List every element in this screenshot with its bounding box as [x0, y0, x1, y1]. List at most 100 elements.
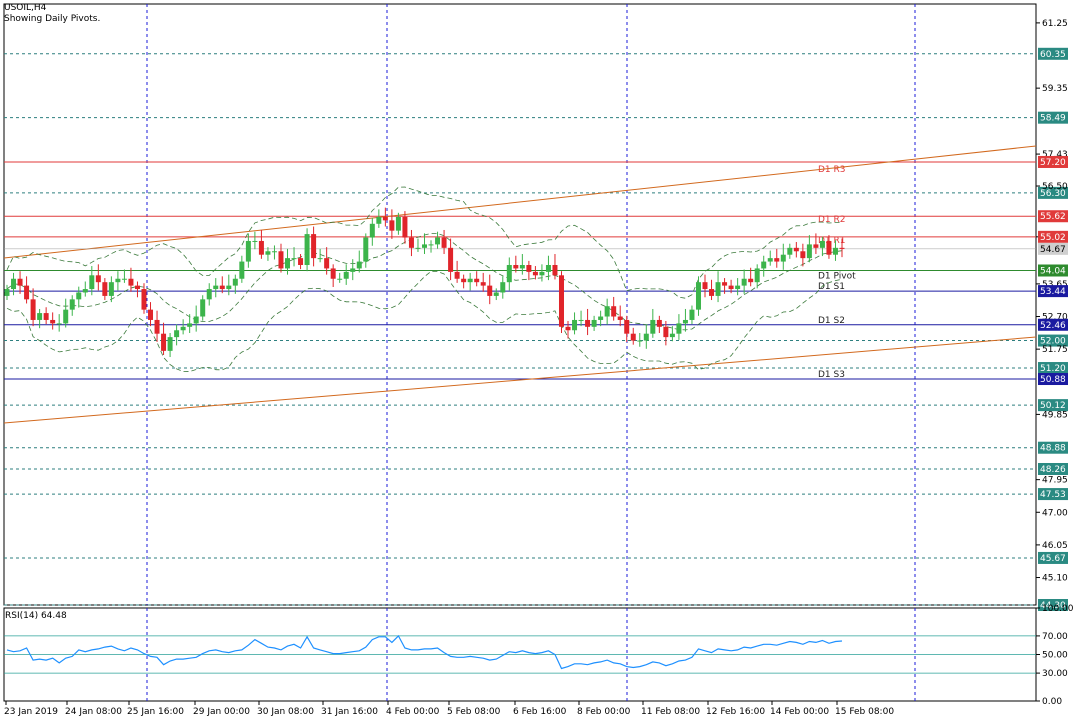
price-level-text: 50.12 [1040, 401, 1066, 411]
rsi-axis-label: 0.00 [1042, 697, 1062, 707]
candle-body [806, 244, 812, 259]
candle-body [252, 240, 258, 242]
candle-body [500, 282, 506, 293]
candle-body [441, 237, 447, 248]
y-axis-label: 56.50 [1042, 182, 1068, 192]
candle-body [611, 306, 617, 317]
price-level-text: 58.49 [1040, 114, 1066, 124]
candle-body [774, 258, 780, 262]
pivot-label: D1 R2 [818, 215, 846, 225]
candle-body [226, 285, 232, 290]
pivot-price-tag [1038, 264, 1068, 277]
price-level-tag [1038, 362, 1068, 375]
current-price-tag [1038, 242, 1068, 255]
candle-body [154, 319, 160, 334]
candle-body [356, 261, 362, 269]
candle-body [448, 247, 454, 272]
lower-trendline [3, 336, 1037, 424]
candle-body [558, 275, 564, 327]
candle-body [539, 271, 545, 276]
candle-body [37, 313, 43, 320]
pivot-label: D1 R1 [818, 236, 846, 246]
x-axis-label: 30 Jan 08:00 [257, 707, 314, 717]
x-axis-label: 31 Jan 16:00 [321, 707, 378, 717]
upper-band [6, 186, 843, 299]
y-axis-label: 51.75 [1042, 345, 1068, 355]
chart-subtitle: Showing Daily Pivots. [4, 14, 101, 24]
candle-body [545, 265, 551, 272]
price-level-text: 47.53 [1040, 490, 1066, 500]
rsi-axis-label: 30.00 [1042, 669, 1068, 679]
candle-body [402, 216, 408, 238]
pivot-label: D1 R3 [818, 165, 846, 175]
pivot-label: D1 S3 [818, 370, 845, 380]
candle-body [467, 278, 473, 283]
candle-body [565, 326, 571, 331]
lower-band [6, 271, 843, 373]
price-level-text: 51.20 [1040, 364, 1066, 374]
candle-body [682, 319, 688, 324]
candle-body [213, 285, 219, 290]
candle-body [232, 278, 238, 286]
candle-body [389, 220, 395, 231]
candle-body [454, 271, 460, 279]
candle-body [285, 258, 291, 269]
price-panel-frame [3, 3, 1037, 606]
x-axis-label: 14 Feb 00:00 [770, 707, 829, 717]
candle-body [519, 265, 525, 269]
price-level-text: 52.00 [1040, 337, 1066, 347]
price-level-text: 45.67 [1040, 554, 1066, 564]
candle-body [363, 237, 369, 262]
candle-body [89, 275, 95, 290]
candle-body [265, 251, 271, 255]
candle-body [715, 282, 721, 296]
price-level-text: 48.26 [1040, 465, 1066, 475]
pivot-price-text: 52.46 [1040, 321, 1066, 331]
candle-body [343, 271, 349, 279]
candle-body [330, 268, 336, 279]
candle-body [291, 258, 297, 260]
candle-body [30, 299, 36, 320]
candle-body [793, 247, 799, 252]
candle-body [578, 319, 584, 321]
candle-body [161, 333, 167, 351]
candle-body [422, 244, 427, 248]
pivot-price-tag [1038, 230, 1068, 243]
candle-body [206, 289, 212, 300]
candle-body [669, 333, 675, 338]
candle-body [193, 316, 199, 324]
candle-body [722, 282, 728, 286]
candle-body [63, 309, 69, 324]
candle-body [134, 285, 140, 290]
pivot-price-text: 55.62 [1040, 212, 1066, 222]
candle-body [656, 319, 662, 327]
x-axis-label: 4 Feb 00:00 [386, 707, 440, 717]
candle-body [741, 278, 747, 286]
pivot-price-tag [1038, 285, 1068, 298]
candle-body [239, 261, 245, 279]
price-level-tag [1038, 463, 1068, 476]
candle-body [350, 268, 356, 272]
candle-body [311, 234, 317, 259]
candle-body [572, 319, 578, 331]
pivot-price-text: 54.04 [1040, 267, 1066, 277]
price-level-text: 60.35 [1040, 50, 1066, 60]
current-price-text: 54.67 [1040, 245, 1066, 255]
y-axis-label: 59.35 [1042, 84, 1068, 94]
y-axis-label: 47.95 [1042, 476, 1068, 486]
candle-body [663, 326, 669, 338]
pivot-price-text: 53.44 [1040, 287, 1066, 297]
candle-body [435, 237, 441, 245]
candle-body [278, 251, 284, 269]
x-axis-label: 11 Feb 08:00 [641, 707, 700, 717]
pivot-price-text: 57.20 [1040, 158, 1066, 168]
y-axis-label: 49.85 [1042, 410, 1068, 420]
price-level-text: 48.88 [1040, 444, 1066, 454]
candle-body [43, 313, 49, 320]
candle-body [376, 216, 382, 224]
candle-body [4, 289, 10, 296]
pivot-price-text: 55.02 [1040, 233, 1066, 243]
price-level-tag [1038, 111, 1068, 124]
candle-body [630, 333, 636, 341]
